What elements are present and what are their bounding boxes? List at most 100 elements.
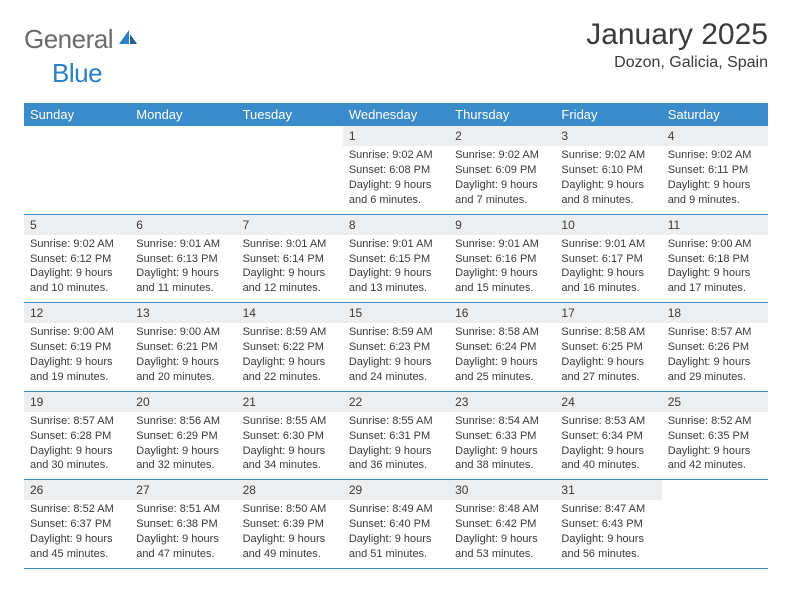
- calendar: Sunday Monday Tuesday Wednesday Thursday…: [24, 103, 768, 569]
- day-number: 10: [555, 215, 661, 235]
- month-title: January 2025: [586, 18, 768, 52]
- weekday-tue: Tuesday: [237, 103, 343, 126]
- day-number: 8: [343, 215, 449, 235]
- day-number: 17: [555, 303, 661, 323]
- day-body: Sunrise: 8:48 AMSunset: 6:42 PMDaylight:…: [449, 500, 555, 567]
- day-body: Sunrise: 8:55 AMSunset: 6:30 PMDaylight:…: [237, 412, 343, 479]
- week-row: 12Sunrise: 9:00 AMSunset: 6:19 PMDayligh…: [24, 303, 768, 392]
- daylight-text: Daylight: 9 hours and 56 minutes.: [561, 532, 655, 562]
- day-body: Sunrise: 9:00 AMSunset: 6:18 PMDaylight:…: [662, 235, 768, 302]
- weekday-thu: Thursday: [449, 103, 555, 126]
- location: Dozon, Galicia, Spain: [586, 54, 768, 72]
- sunrise-text: Sunrise: 9:01 AM: [243, 237, 337, 252]
- day-cell: 14Sunrise: 8:59 AMSunset: 6:22 PMDayligh…: [237, 303, 343, 391]
- sunrise-text: Sunrise: 8:51 AM: [136, 502, 230, 517]
- sunrise-text: Sunrise: 8:53 AM: [561, 414, 655, 429]
- day-cell: 29Sunrise: 8:49 AMSunset: 6:40 PMDayligh…: [343, 480, 449, 568]
- day-cell: 18Sunrise: 8:57 AMSunset: 6:26 PMDayligh…: [662, 303, 768, 391]
- day-cell: 2Sunrise: 9:02 AMSunset: 6:09 PMDaylight…: [449, 126, 555, 214]
- day-cell: 13Sunrise: 9:00 AMSunset: 6:21 PMDayligh…: [130, 303, 236, 391]
- daylight-text: Daylight: 9 hours and 8 minutes.: [561, 178, 655, 208]
- logo-text-blue: Blue: [52, 58, 102, 89]
- day-cell: 12Sunrise: 9:00 AMSunset: 6:19 PMDayligh…: [24, 303, 130, 391]
- day-body: Sunrise: 8:59 AMSunset: 6:22 PMDaylight:…: [237, 323, 343, 390]
- day-number: 9: [449, 215, 555, 235]
- sunset-text: Sunset: 6:39 PM: [243, 517, 337, 532]
- day-cell: 21Sunrise: 8:55 AMSunset: 6:30 PMDayligh…: [237, 392, 343, 480]
- daylight-text: Daylight: 9 hours and 12 minutes.: [243, 266, 337, 296]
- sunset-text: Sunset: 6:10 PM: [561, 163, 655, 178]
- daylight-text: Daylight: 9 hours and 40 minutes.: [561, 444, 655, 474]
- day-body: Sunrise: 9:01 AMSunset: 6:15 PMDaylight:…: [343, 235, 449, 302]
- daylight-text: Daylight: 9 hours and 10 minutes.: [30, 266, 124, 296]
- daylight-text: Daylight: 9 hours and 15 minutes.: [455, 266, 549, 296]
- weekday-header-row: Sunday Monday Tuesday Wednesday Thursday…: [24, 103, 768, 126]
- day-cell: [662, 480, 768, 568]
- daylight-text: Daylight: 9 hours and 24 minutes.: [349, 355, 443, 385]
- sunrise-text: Sunrise: 9:02 AM: [455, 148, 549, 163]
- week-row: 26Sunrise: 8:52 AMSunset: 6:37 PMDayligh…: [24, 480, 768, 569]
- sunset-text: Sunset: 6:15 PM: [349, 252, 443, 267]
- day-number: 20: [130, 392, 236, 412]
- daylight-text: Daylight: 9 hours and 16 minutes.: [561, 266, 655, 296]
- daylight-text: Daylight: 9 hours and 25 minutes.: [455, 355, 549, 385]
- day-body: Sunrise: 9:00 AMSunset: 6:21 PMDaylight:…: [130, 323, 236, 390]
- day-number: 30: [449, 480, 555, 500]
- day-cell: 28Sunrise: 8:50 AMSunset: 6:39 PMDayligh…: [237, 480, 343, 568]
- day-body: Sunrise: 8:52 AMSunset: 6:35 PMDaylight:…: [662, 412, 768, 479]
- day-cell: 19Sunrise: 8:57 AMSunset: 6:28 PMDayligh…: [24, 392, 130, 480]
- week-row: 19Sunrise: 8:57 AMSunset: 6:28 PMDayligh…: [24, 392, 768, 481]
- sunset-text: Sunset: 6:14 PM: [243, 252, 337, 267]
- sunrise-text: Sunrise: 9:02 AM: [30, 237, 124, 252]
- day-body: Sunrise: 8:56 AMSunset: 6:29 PMDaylight:…: [130, 412, 236, 479]
- sunrise-text: Sunrise: 9:01 AM: [349, 237, 443, 252]
- day-cell: 9Sunrise: 9:01 AMSunset: 6:16 PMDaylight…: [449, 215, 555, 303]
- sunset-text: Sunset: 6:09 PM: [455, 163, 549, 178]
- day-number: 14: [237, 303, 343, 323]
- daylight-text: Daylight: 9 hours and 53 minutes.: [455, 532, 549, 562]
- sunset-text: Sunset: 6:40 PM: [349, 517, 443, 532]
- weekday-mon: Monday: [130, 103, 236, 126]
- day-number: 19: [24, 392, 130, 412]
- day-number: 16: [449, 303, 555, 323]
- day-body: Sunrise: 9:00 AMSunset: 6:19 PMDaylight:…: [24, 323, 130, 390]
- sunrise-text: Sunrise: 8:59 AM: [349, 325, 443, 340]
- day-cell: 5Sunrise: 9:02 AMSunset: 6:12 PMDaylight…: [24, 215, 130, 303]
- sunset-text: Sunset: 6:16 PM: [455, 252, 549, 267]
- day-body: Sunrise: 8:55 AMSunset: 6:31 PMDaylight:…: [343, 412, 449, 479]
- day-body: Sunrise: 9:01 AMSunset: 6:16 PMDaylight:…: [449, 235, 555, 302]
- weeks-container: 1Sunrise: 9:02 AMSunset: 6:08 PMDaylight…: [24, 126, 768, 569]
- sunset-text: Sunset: 6:42 PM: [455, 517, 549, 532]
- daylight-text: Daylight: 9 hours and 42 minutes.: [668, 444, 762, 474]
- day-cell: 26Sunrise: 8:52 AMSunset: 6:37 PMDayligh…: [24, 480, 130, 568]
- daylight-text: Daylight: 9 hours and 19 minutes.: [30, 355, 124, 385]
- day-cell: [130, 126, 236, 214]
- day-number: 28: [237, 480, 343, 500]
- weekday-fri: Friday: [555, 103, 661, 126]
- day-cell: 16 Sunrise: 8:58 AMSunset: 6:24 PMDayligh…: [449, 303, 555, 391]
- day-cell: 11Sunrise: 9:00 AMSunset: 6:18 PMDayligh…: [662, 215, 768, 303]
- sunset-text: Sunset: 6:34 PM: [561, 429, 655, 444]
- week-row: 5Sunrise: 9:02 AMSunset: 6:12 PMDaylight…: [24, 215, 768, 304]
- sunrise-text: Sunrise: 8:58 AM: [455, 325, 549, 340]
- sunrise-text: Sunrise: 8:48 AM: [455, 502, 549, 517]
- daylight-text: Daylight: 9 hours and 11 minutes.: [136, 266, 230, 296]
- day-number: 24: [555, 392, 661, 412]
- sunset-text: Sunset: 6:38 PM: [136, 517, 230, 532]
- sunset-text: Sunset: 6:13 PM: [136, 252, 230, 267]
- sunset-text: Sunset: 6:33 PM: [455, 429, 549, 444]
- daylight-text: Daylight: 9 hours and 9 minutes.: [668, 178, 762, 208]
- day-cell: [24, 126, 130, 214]
- day-body: Sunrise: 9:02 AMSunset: 6:12 PMDaylight:…: [24, 235, 130, 302]
- sunrise-text: Sunrise: 8:59 AM: [243, 325, 337, 340]
- sunrise-text: Sunrise: 9:02 AM: [668, 148, 762, 163]
- day-body: Sunrise: 8:53 AMSunset: 6:34 PMDaylight:…: [555, 412, 661, 479]
- week-row: 1Sunrise: 9:02 AMSunset: 6:08 PMDaylight…: [24, 126, 768, 215]
- day-body: Sunrise: 8:54 AMSunset: 6:33 PMDaylight:…: [449, 412, 555, 479]
- sunset-text: Sunset: 6:30 PM: [243, 429, 337, 444]
- sunset-text: Sunset: 6:24 PM: [455, 340, 549, 355]
- day-number: 7: [237, 215, 343, 235]
- sunrise-text: Sunrise: 9:02 AM: [561, 148, 655, 163]
- day-body: Sunrise: 8:51 AMSunset: 6:38 PMDaylight:…: [130, 500, 236, 567]
- sunrise-text: Sunrise: 9:01 AM: [136, 237, 230, 252]
